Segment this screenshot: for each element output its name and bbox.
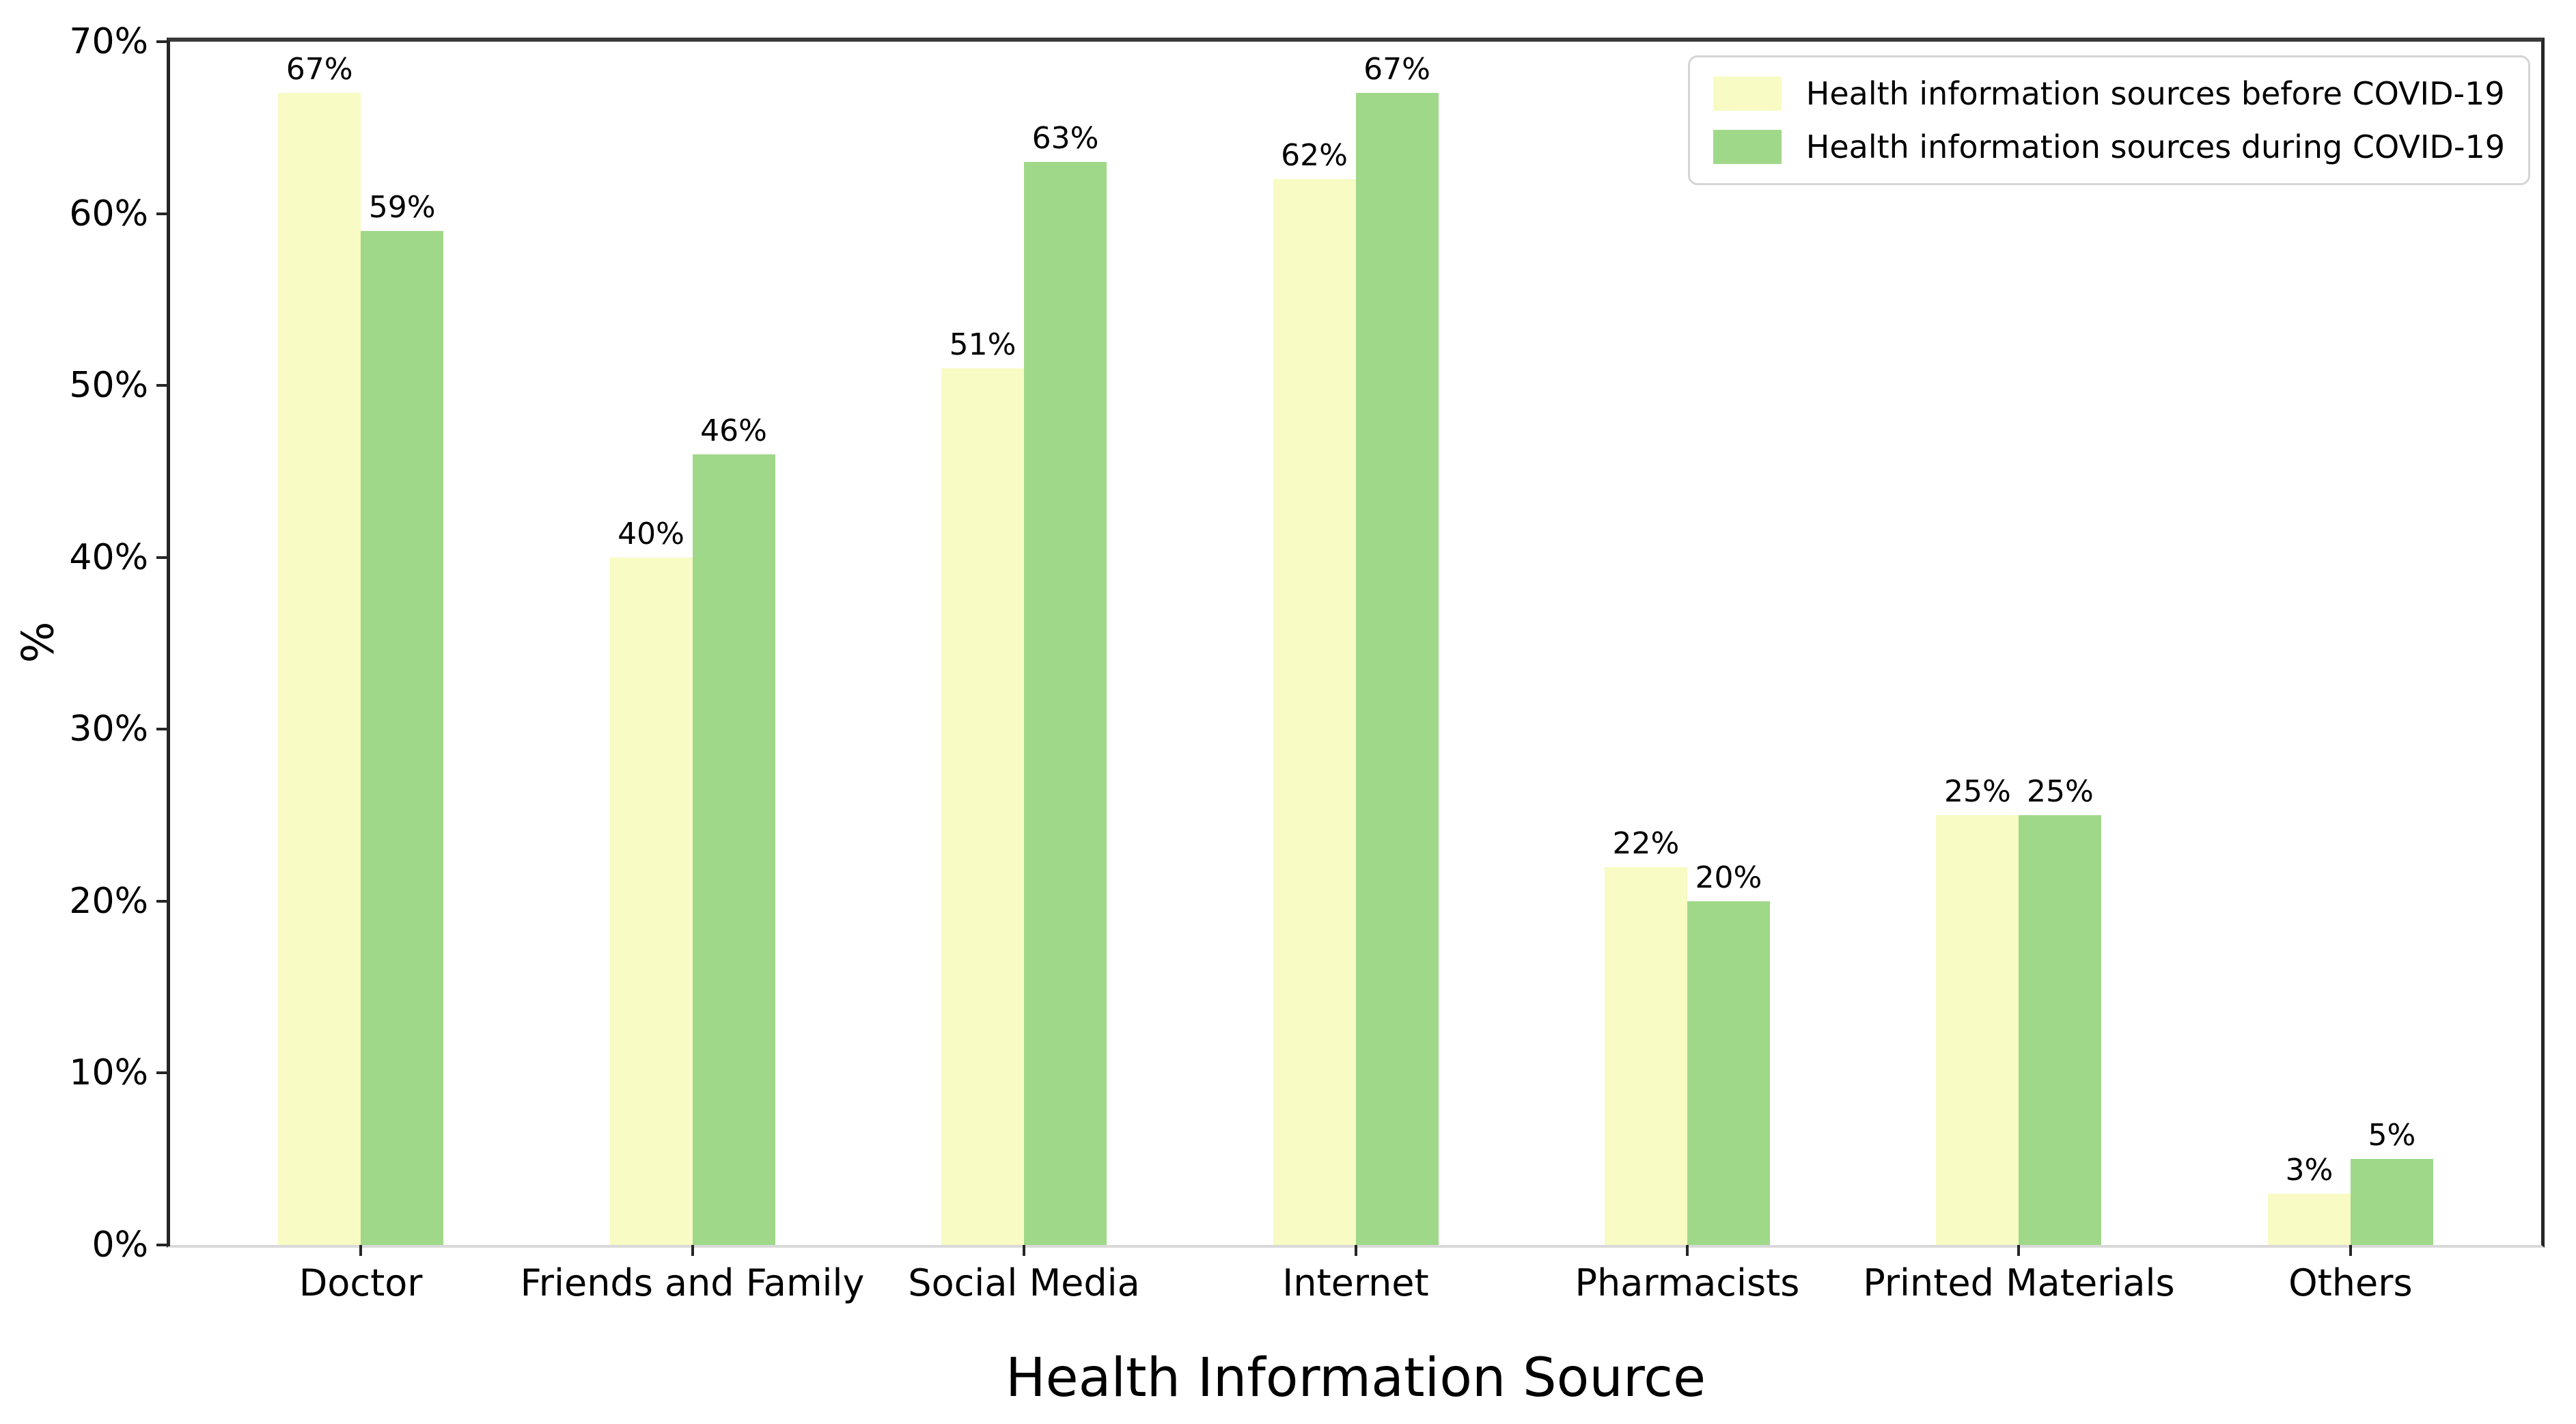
- plot-area: Health information sources before COVID-…: [69, 24, 2545, 1303]
- bar-wrap-social-media-during-covid: 63%: [1024, 42, 1107, 1245]
- bar-group-printed-materials: 25% 25%: [1936, 42, 2102, 1245]
- x-tick-label-printed-materials: Printed Materials: [1863, 1261, 2175, 1304]
- y-tick-mark: [156, 899, 170, 903]
- x-tick-mark: [1023, 1245, 1026, 1256]
- bar-friends-and-family-before-covid: [609, 557, 693, 1245]
- bar-value-label: 5%: [2368, 1118, 2416, 1153]
- bar-friends-and-family-during-covid: [692, 454, 775, 1245]
- bar-value-label: 67%: [1363, 52, 1430, 87]
- bar-wrap-others-during-covid: 5%: [2350, 42, 2433, 1245]
- bar-group-social-media: 51% 63%: [941, 42, 1107, 1245]
- y-tick-label: 10%: [69, 1052, 148, 1094]
- bar-value-label: 20%: [1695, 860, 1762, 895]
- bar-value-label: 25%: [2027, 774, 2094, 810]
- y-tick-mark: [156, 1071, 170, 1075]
- bar-wrap-social-media-before-covid: 51%: [941, 42, 1025, 1245]
- x-tick-mark: [2349, 1245, 2352, 1256]
- bar-wrap-printed-materials-during-covid: 25%: [2019, 42, 2102, 1245]
- bar-wrap-friends-and-family-during-covid: 46%: [692, 42, 775, 1245]
- x-tick-mark: [2017, 1245, 2021, 1256]
- x-tick-label-others: Others: [2288, 1261, 2413, 1304]
- bar-value-label: 51%: [949, 327, 1016, 362]
- y-tick-mark: [156, 384, 170, 387]
- x-tick-label-social-media: Social Media: [908, 1261, 1140, 1304]
- bar-wrap-internet-during-covid: 67%: [1355, 42, 1439, 1245]
- bar-printed-materials-before-covid: [1936, 815, 2019, 1245]
- bar-value-label: 40%: [618, 516, 684, 551]
- y-tick-label: 20%: [69, 880, 148, 922]
- y-tick-label: 70%: [69, 21, 148, 62]
- bar-internet-during-covid: [1355, 93, 1439, 1245]
- bar-group-internet: 62% 67%: [1273, 42, 1439, 1245]
- bar-group-others: 3% 5%: [2267, 42, 2433, 1245]
- x-tick-mark: [359, 1245, 363, 1256]
- bar-doctor-before-covid: [278, 93, 361, 1245]
- y-tick-label: 30%: [69, 709, 148, 750]
- bar-wrap-internet-before-covid: 62%: [1273, 42, 1356, 1245]
- bar-value-label: 63%: [1031, 121, 1099, 156]
- x-tick-label-internet: Internet: [1282, 1261, 1429, 1304]
- y-tick-mark: [156, 728, 170, 731]
- bar-wrap-doctor-during-covid: 59%: [361, 42, 444, 1245]
- legend-label-during-covid: Health information sources during COVID-…: [1805, 128, 2505, 165]
- bar-value-label: 67%: [286, 52, 353, 87]
- bar-value-label: 62%: [1281, 138, 1348, 174]
- bar-pharmacists-during-covid: [1687, 901, 1770, 1245]
- y-tick-mark: [156, 1244, 170, 1246]
- bar-value-label: 22%: [1612, 825, 1680, 861]
- bar-others-before-covid: [2267, 1193, 2351, 1245]
- bar-wrap-doctor-before-covid: 67%: [278, 42, 361, 1245]
- bar-wrap-friends-and-family-before-covid: 40%: [609, 42, 693, 1245]
- x-tick-label-doctor: Doctor: [299, 1261, 423, 1304]
- legend-label-before-covid: Health information sources before COVID-…: [1805, 75, 2505, 112]
- x-tick-mark: [1354, 1245, 1357, 1256]
- x-axis-title: Health Information Source: [1005, 1347, 1706, 1409]
- legend-swatch-during-covid: [1713, 130, 1782, 164]
- bar-pharmacists-before-covid: [1604, 866, 1687, 1245]
- bar-group-friends-and-family: 40% 46%: [609, 42, 775, 1245]
- bar-internet-before-covid: [1273, 179, 1356, 1245]
- y-tick-label: 50%: [69, 365, 148, 407]
- x-tick-label-pharmacists: Pharmacists: [1575, 1261, 1800, 1304]
- bar-social-media-before-covid: [941, 368, 1025, 1245]
- bar-value-label: 59%: [368, 189, 436, 225]
- legend-item-before-covid: Health information sources before COVID-…: [1713, 77, 2505, 111]
- y-tick-mark: [156, 40, 170, 43]
- bar-printed-materials-during-covid: [2019, 815, 2102, 1245]
- x-tick-mark: [1685, 1245, 1689, 1256]
- bar-wrap-printed-materials-before-covid: 25%: [1936, 42, 2019, 1245]
- bar-value-label: 25%: [1944, 774, 2011, 810]
- y-tick-label: 0%: [92, 1224, 149, 1265]
- legend: Health information sources before COVID-…: [1687, 55, 2530, 185]
- bar-group-doctor: 67% 59%: [278, 42, 444, 1245]
- bar-value-label: 46%: [700, 413, 767, 448]
- x-tick-mark: [691, 1245, 694, 1256]
- bar-others-during-covid: [2350, 1159, 2433, 1245]
- bar-group-pharmacists: 22% 20%: [1604, 42, 1770, 1245]
- y-tick-label: 60%: [69, 193, 148, 234]
- y-tick-mark: [156, 212, 170, 215]
- y-axis-label: %: [13, 621, 64, 663]
- y-tick-label: 40%: [69, 536, 148, 578]
- bar-wrap-others-before-covid: 3%: [2267, 42, 2351, 1245]
- bar-social-media-during-covid: [1024, 162, 1107, 1245]
- bar-doctor-during-covid: [361, 230, 444, 1245]
- y-tick-mark: [156, 556, 170, 559]
- legend-item-during-covid: Health information sources during COVID-…: [1713, 130, 2505, 164]
- bar-wrap-pharmacists-before-covid: 22%: [1604, 42, 1687, 1245]
- legend-swatch-before-covid: [1713, 77, 1782, 111]
- bar-value-label: 3%: [2285, 1152, 2333, 1188]
- x-tick-label-friends-and-family: Friends and Family: [520, 1261, 865, 1304]
- bar-wrap-pharmacists-during-covid: 20%: [1687, 42, 1770, 1245]
